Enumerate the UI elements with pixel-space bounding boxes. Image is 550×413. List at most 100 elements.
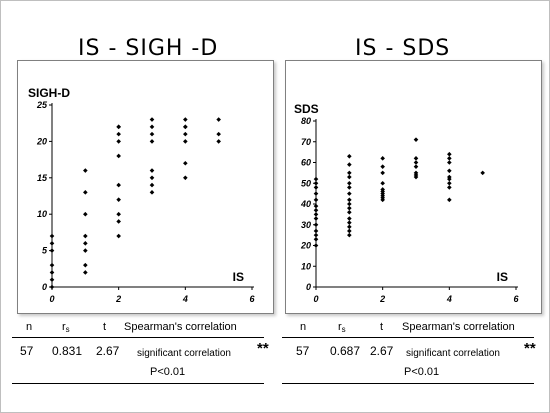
data-point [347,197,352,203]
data-point [380,180,385,186]
data-point [413,156,419,161]
stats-table-left: n rs t Spearman's correlation 57 0.831 2… [12,318,269,384]
data-point [83,233,88,239]
x-tick-label: 0 [49,294,54,304]
data-point [116,153,121,159]
data-point [413,137,419,142]
data-point [149,175,155,181]
data-point [116,219,121,224]
y-tick-label: 15 [37,173,48,183]
stats-header-rule [12,337,264,338]
value-n: 57 [20,344,34,358]
value-rs: 0.831 [52,344,83,358]
data-point [447,168,452,174]
data-point [347,216,352,221]
data-point [83,211,88,217]
data-point [149,124,155,130]
data-point [183,124,188,130]
data-point [49,233,55,239]
data-point [49,262,55,268]
data-point [380,164,385,169]
significance-text: significant correlation [406,348,500,359]
data-point [83,168,88,173]
y-tick-label: 0 [42,282,47,292]
y-tick-label: 10 [301,261,311,271]
data-point [347,174,352,180]
x-tick-label: 4 [446,294,452,304]
data-point [447,156,452,161]
data-point [149,139,155,144]
y-tick-label: 25 [36,100,48,110]
data-point [347,201,352,207]
y-tick-label: 20 [36,136,47,146]
data-point [216,131,221,137]
data-point [216,139,221,144]
data-point [83,190,88,195]
data-point [347,191,352,196]
data-point [149,190,155,195]
header-t: t [103,321,107,333]
data-point [313,228,319,234]
y-tick-label: 5 [42,246,48,256]
header-rs: rs [338,321,346,334]
data-point [149,117,155,122]
data-point [447,180,452,186]
x-tick-label: 6 [513,294,519,304]
significance-text: significant correlation [137,348,231,359]
significance-stars: ** [257,340,269,357]
significance-stars: ** [524,340,536,357]
data-point [116,233,121,239]
x-axis-label: IS [233,270,244,284]
y-axis-label: SDS [294,102,319,116]
data-point [313,180,319,186]
data-point [347,162,352,167]
value-t: 2.67 [96,344,120,358]
data-point [183,139,188,144]
data-point [313,176,319,182]
data-point [347,170,352,176]
data-point [313,243,319,248]
data-point [380,156,385,161]
data-point [183,117,188,122]
chart-box-right: 0 10 20 30 40 50 60 70 80 0 2 4 6 SDS IS [285,60,542,314]
p-value: P<0.01 [404,366,440,378]
scatter-chart-sds: 0 10 20 30 40 50 60 70 80 0 2 4 6 SDS IS [294,102,519,304]
data-point [447,185,452,190]
x-tick-label: 6 [249,294,255,304]
data-point [183,131,188,137]
data-point [413,164,419,169]
data-point [347,232,352,238]
p-value: P<0.01 [150,366,186,378]
chart-box-left: 0 5 10 15 20 25 0 2 4 6 SIGH-D IS [17,60,274,314]
header-rs: rs [62,321,70,334]
data-point [116,124,121,130]
y-tick-label: 10 [37,209,47,219]
data-point [116,131,121,137]
value-rs: 0.687 [330,344,361,358]
header-t: t [380,321,384,333]
data-point [116,211,121,217]
data-point [347,228,352,234]
x-tick-label: 4 [182,294,188,304]
header-n: n [26,321,33,333]
x-tick-label: 0 [313,294,318,304]
data-point [447,151,452,157]
y-tick-label: 40 [300,199,311,209]
value-n: 57 [296,344,310,358]
panel-title-right: IS - SDS [355,36,451,61]
header-method: Spearman's correlation [402,321,515,333]
data-point [313,236,319,242]
data-point [49,241,55,246]
data-point [216,117,221,122]
stats-header-rule [282,337,534,338]
data-point [149,182,155,188]
value-t: 2.67 [370,344,394,358]
data-point [49,248,55,253]
data-point [480,170,485,176]
stats-bottom-rule [12,383,264,384]
data-point [413,170,419,176]
data-point [149,131,155,137]
data-point [83,241,88,246]
y-tick-label: 30 [301,220,311,230]
data-point [313,207,319,213]
